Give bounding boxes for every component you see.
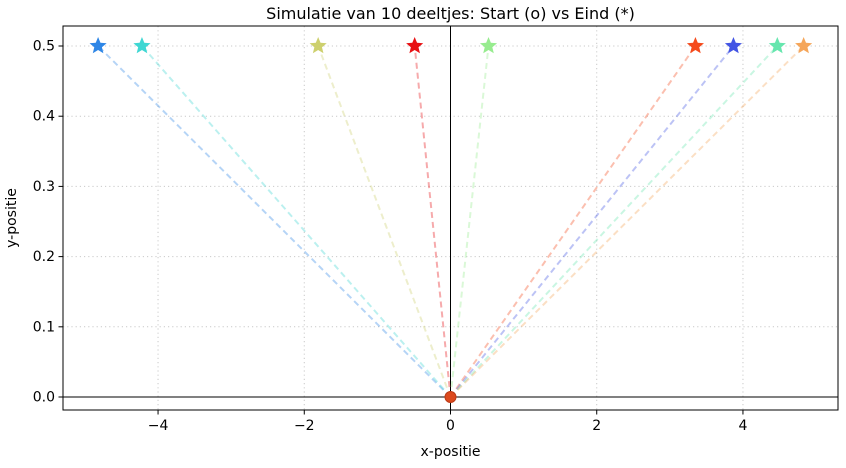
end-star-marker — [686, 37, 704, 54]
trajectory-line — [449, 45, 697, 398]
x-tick-label: 0 — [446, 418, 455, 434]
y-tick-label: 0.3 — [33, 179, 55, 195]
trajectory-line — [97, 45, 452, 398]
trajectory-line — [449, 45, 779, 398]
trajectory-line — [413, 45, 452, 398]
trajectory-line — [141, 45, 452, 398]
x-tick-label: −4 — [148, 418, 169, 434]
end-star-marker — [309, 37, 327, 54]
y-tick-label: 0.4 — [33, 109, 55, 125]
end-star-marker — [724, 37, 743, 54]
x-tick-label: 2 — [592, 418, 601, 434]
y-axis-label: y-positie — [4, 188, 20, 248]
end-star-marker — [768, 37, 786, 54]
x-tick-label: −2 — [294, 418, 315, 434]
trajectory-line — [317, 45, 452, 398]
end-star-marker — [479, 37, 498, 54]
y-tick-label: 0.2 — [33, 249, 55, 265]
trajectory-line — [449, 45, 490, 398]
plot-title: Simulatie van 10 deeltjes: Start (o) vs … — [266, 4, 635, 23]
x-axis-label: x-positie — [421, 444, 481, 460]
start-point-marker — [444, 391, 457, 404]
y-tick-label: 0.1 — [33, 319, 55, 335]
y-tick-label: 0.0 — [33, 390, 55, 406]
trajectory-line — [449, 45, 805, 398]
trajectory-line — [449, 45, 735, 398]
end-star-marker — [89, 37, 107, 54]
end-star-marker — [795, 37, 813, 54]
x-tick-label: 4 — [738, 418, 747, 434]
end-star-marker — [406, 37, 424, 54]
y-tick-label: 0.5 — [33, 39, 55, 55]
end-star-marker — [133, 37, 151, 54]
